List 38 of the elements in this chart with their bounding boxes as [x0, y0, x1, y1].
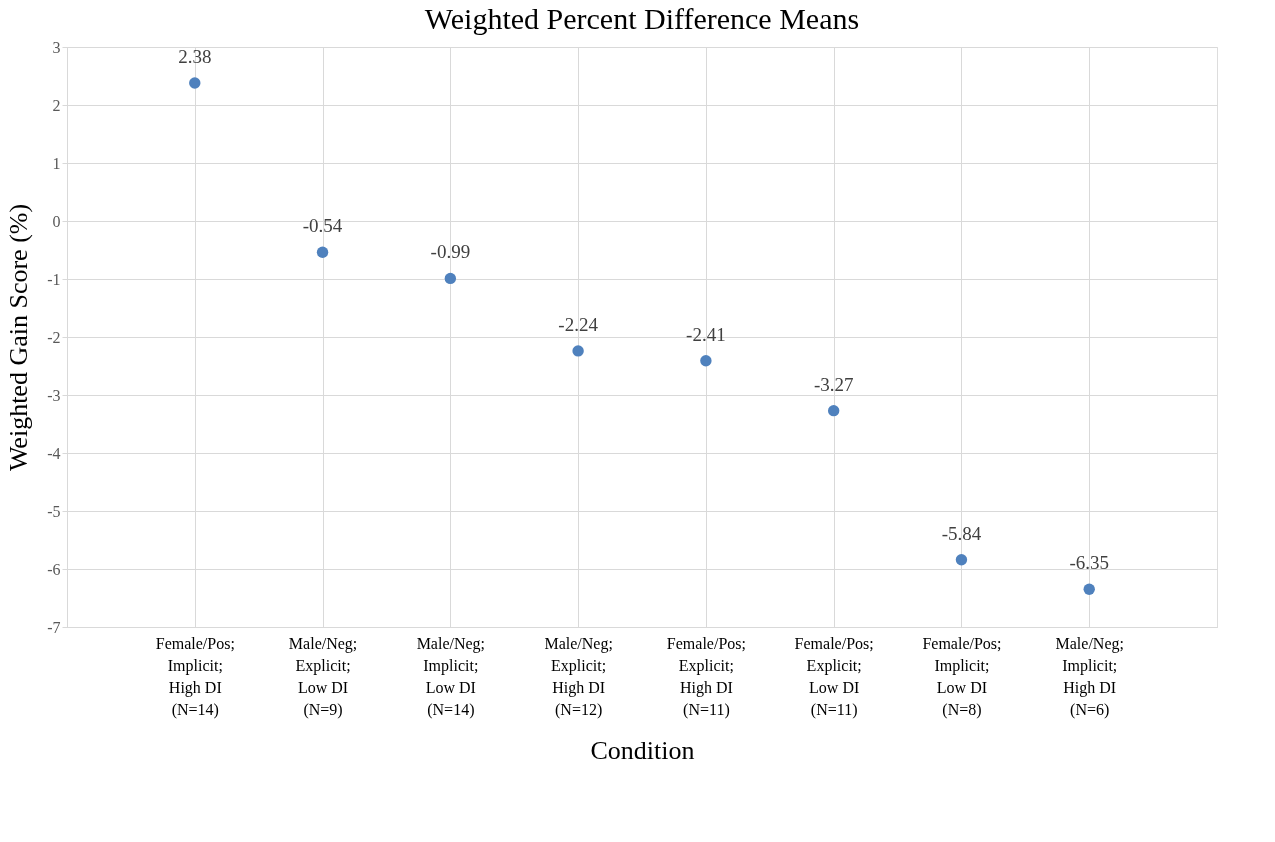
- y-tick-label: -2: [47, 328, 61, 346]
- point: [1083, 583, 1095, 595]
- y-tick-label: 2: [52, 96, 61, 114]
- x-tick-label: Male/Neg; Explicit; Low DI (N=9): [288, 634, 358, 719]
- y-tick-label: 1: [52, 154, 61, 172]
- chart-title: Weighted Percent Difference Means: [424, 2, 860, 35]
- x-tick-label: Female/Pos; Explicit; Low DI (N=11): [794, 634, 874, 719]
- x-tick-label: Female/Pos; Implicit; Low DI (N=8): [922, 634, 1002, 719]
- y-tick-label: -7: [47, 618, 61, 636]
- y-tick-label: -5: [47, 502, 61, 520]
- x-tick-label: Female/Pos; Implicit; High DI (N=14): [155, 634, 235, 719]
- point: [316, 246, 329, 259]
- y-tick-label: 3: [52, 38, 61, 56]
- x-tick-label: Male/Neg; Implicit; High DI (N=6): [1055, 634, 1124, 719]
- point: [955, 554, 968, 566]
- y-tick-label: -4: [47, 444, 61, 462]
- point: [700, 355, 712, 367]
- y-tick-label: -6: [47, 560, 61, 578]
- x-tick-label: Female/Pos; Explicit; High DI (N=11): [666, 634, 746, 719]
- data-label: -5.84: [941, 522, 982, 544]
- point: [444, 272, 457, 285]
- y-axis-title: Weighted Gain Score (%): [4, 203, 34, 472]
- data-label: 2.38: [178, 45, 212, 67]
- x-tick-label: Male/Neg; Explicit; High DI (N=12): [544, 634, 613, 719]
- point: [572, 345, 584, 357]
- data-label: -0.99: [430, 241, 471, 263]
- data-label: -2.24: [558, 313, 599, 335]
- y-tick-label: -3: [47, 386, 61, 404]
- data-label: -3.27: [813, 373, 854, 395]
- point: [827, 404, 840, 417]
- x-tick-label: Male/Neg; Implicit; Low DI (N=14): [416, 634, 486, 719]
- data-label: -6.35: [1069, 552, 1110, 574]
- y-tick-label: 0: [52, 212, 61, 230]
- x-axis-title: Condition: [590, 735, 695, 765]
- data-label: -0.54: [302, 215, 343, 237]
- point: [189, 77, 201, 89]
- data-label: -2.41: [686, 323, 726, 345]
- y-tick-label: -1: [47, 270, 61, 288]
